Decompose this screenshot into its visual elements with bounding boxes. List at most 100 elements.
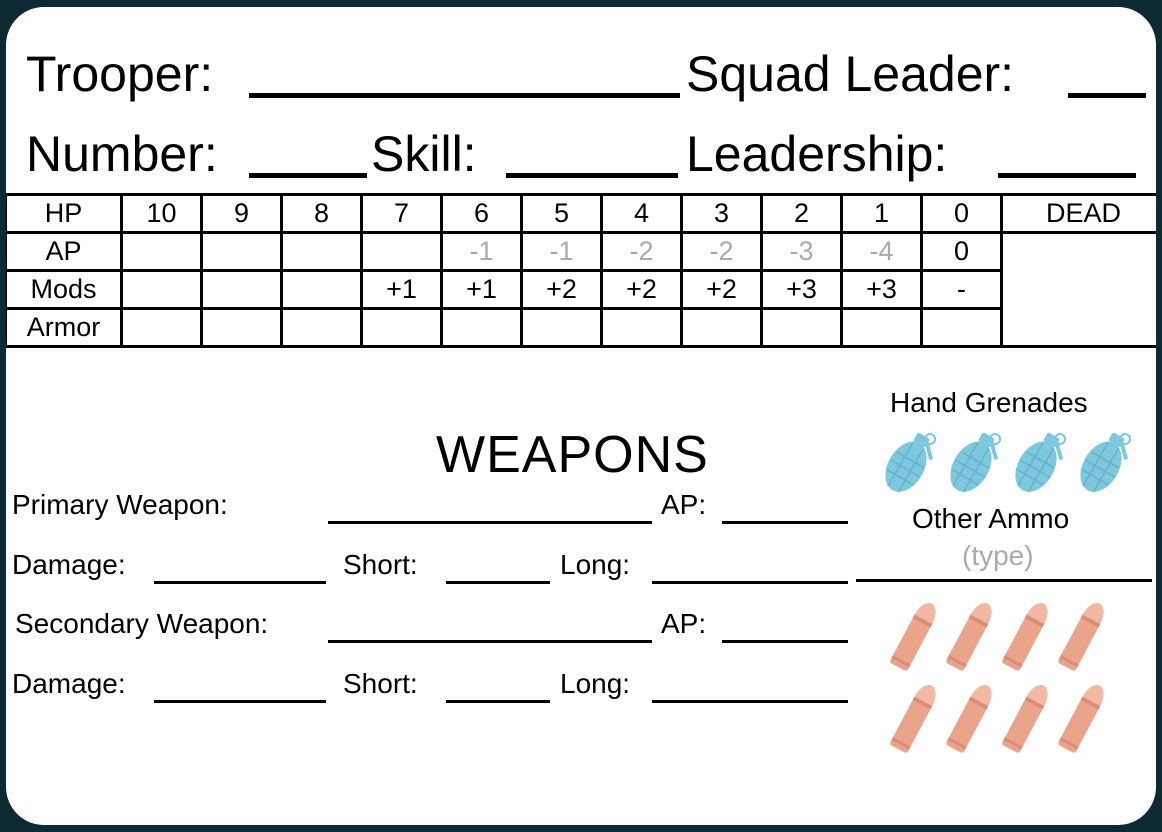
ap-cell[interactable]: 0 <box>920 231 1003 272</box>
grenade-icon[interactable] <box>939 425 1005 501</box>
armor-cell[interactable] <box>440 307 523 348</box>
ap-label: AP <box>6 231 123 272</box>
armor-cell[interactable] <box>760 307 843 348</box>
armor-cell[interactable] <box>120 307 203 348</box>
hp-cell[interactable]: 6 <box>440 193 523 234</box>
bullet-icon[interactable] <box>996 597 1056 677</box>
secondary-short-field[interactable] <box>446 700 550 703</box>
grenade-icon[interactable] <box>1004 425 1070 501</box>
primary-ap-field[interactable] <box>722 521 848 524</box>
ap-cell[interactable] <box>120 231 203 272</box>
armor-cell[interactable] <box>280 307 363 348</box>
leadership-field[interactable] <box>998 173 1136 178</box>
other-ammo-label: Other Ammo <box>912 503 1070 534</box>
hp-cell[interactable]: 4 <box>600 193 683 234</box>
armor-cell[interactable] <box>920 307 1003 348</box>
hp-cell[interactable]: 3 <box>680 193 763 234</box>
primary-long-field[interactable] <box>652 581 848 584</box>
ap-cell[interactable]: -3 <box>760 231 843 272</box>
mods-label: Mods <box>6 269 123 310</box>
secondary-short-label: Short: <box>343 668 418 699</box>
ap-cell[interactable]: -1 <box>520 231 603 272</box>
secondary-ap-field[interactable] <box>722 640 848 643</box>
dead-box[interactable] <box>1000 231 1156 348</box>
trooper-card: Trooper: Squad Leader: Number: Skill: Le… <box>6 7 1156 825</box>
hp-cell[interactable]: 10 <box>120 193 203 234</box>
secondary-long-field[interactable] <box>652 700 848 703</box>
armor-label: Armor <box>6 307 123 348</box>
hp-cell[interactable]: 8 <box>280 193 363 234</box>
bullet-icon[interactable] <box>884 597 944 677</box>
primary-ap-label: AP: <box>661 489 707 520</box>
ap-cell[interactable] <box>280 231 363 272</box>
trooper-label: Trooper: <box>26 46 214 102</box>
bullet-icon[interactable] <box>940 679 1000 759</box>
armor-cell[interactable] <box>680 307 763 348</box>
mods-cell[interactable]: +2 <box>600 269 683 310</box>
primary-damage-label: Damage: <box>12 549 126 580</box>
ammo-type-hint: (type) <box>962 540 1034 571</box>
bullet-icon[interactable] <box>884 679 944 759</box>
skill-field[interactable] <box>506 173 678 178</box>
number-label: Number: <box>26 126 218 182</box>
squad-leader-field[interactable] <box>1068 93 1146 98</box>
secondary-weapon-label: Secondary Weapon: <box>15 608 269 639</box>
ap-cell[interactable] <box>360 231 443 272</box>
primary-long-label: Long: <box>560 549 631 580</box>
bullet-icon[interactable] <box>996 679 1056 759</box>
mods-cell[interactable]: +3 <box>760 269 843 310</box>
hp-cell[interactable]: 7 <box>360 193 443 234</box>
armor-cell[interactable] <box>840 307 923 348</box>
mods-cell[interactable] <box>280 269 363 310</box>
leadership-label: Leadership: <box>686 126 948 182</box>
mods-cell[interactable]: - <box>920 269 1003 310</box>
primary-short-label: Short: <box>343 549 418 580</box>
bullet-icon[interactable] <box>1052 679 1112 759</box>
hp-row: HP 10 9 8 7 6 5 4 3 2 1 0 DEAD <box>6 193 1156 234</box>
grenade-icon[interactable] <box>1069 425 1135 501</box>
ap-cell[interactable]: -2 <box>680 231 763 272</box>
armor-cell[interactable] <box>520 307 603 348</box>
armor-cell[interactable] <box>360 307 443 348</box>
grenade-icon[interactable] <box>874 425 940 501</box>
hp-label: HP <box>6 193 123 234</box>
mods-cell[interactable] <box>200 269 283 310</box>
ap-cell[interactable]: -1 <box>440 231 523 272</box>
secondary-ap-label: AP: <box>661 608 707 639</box>
secondary-weapon-field[interactable] <box>328 640 652 643</box>
primary-weapon-label: Primary Weapon: <box>12 489 228 520</box>
secondary-damage-label: Damage: <box>12 668 126 699</box>
hp-cell[interactable]: 2 <box>760 193 843 234</box>
secondary-damage-field[interactable] <box>154 700 326 703</box>
ap-cell[interactable]: -2 <box>600 231 683 272</box>
hand-grenades-label: Hand Grenades <box>890 387 1088 418</box>
ap-row: AP -1 -1 -2 -2 -3 -4 0 <box>6 231 1156 348</box>
hp-cell[interactable]: 0 <box>920 193 1003 234</box>
armor-cell[interactable] <box>600 307 683 348</box>
number-field[interactable] <box>249 173 367 178</box>
hp-cell[interactable]: 9 <box>200 193 283 234</box>
bullet-icon[interactable] <box>1052 597 1112 677</box>
primary-weapon-field[interactable] <box>328 521 652 524</box>
mods-cell[interactable]: +3 <box>840 269 923 310</box>
mods-cell[interactable]: +1 <box>360 269 443 310</box>
primary-damage-field[interactable] <box>154 581 326 584</box>
mods-cell[interactable]: +2 <box>680 269 763 310</box>
bullet-icon[interactable] <box>940 597 1000 677</box>
hp-cell[interactable]: 1 <box>840 193 923 234</box>
hp-cell[interactable]: 5 <box>520 193 603 234</box>
mods-cell[interactable]: +2 <box>520 269 603 310</box>
skill-label: Skill: <box>371 126 477 182</box>
armor-cell[interactable] <box>200 307 283 348</box>
trooper-field[interactable] <box>249 93 680 98</box>
secondary-long-label: Long: <box>560 668 631 699</box>
primary-short-field[interactable] <box>446 581 550 584</box>
ammo-type-field[interactable] <box>856 579 1152 582</box>
ap-cell[interactable]: -4 <box>840 231 923 272</box>
stats-table: HP 10 9 8 7 6 5 4 3 2 1 0 DEAD AP -1 -1 … <box>6 193 1156 348</box>
weapons-title: WEAPONS <box>436 426 709 484</box>
mods-cell[interactable] <box>120 269 203 310</box>
mods-row: Mods +1 +1 +2 +2 +2 +3 +3 - <box>6 269 1156 310</box>
ap-cell[interactable] <box>200 231 283 272</box>
mods-cell[interactable]: +1 <box>440 269 523 310</box>
